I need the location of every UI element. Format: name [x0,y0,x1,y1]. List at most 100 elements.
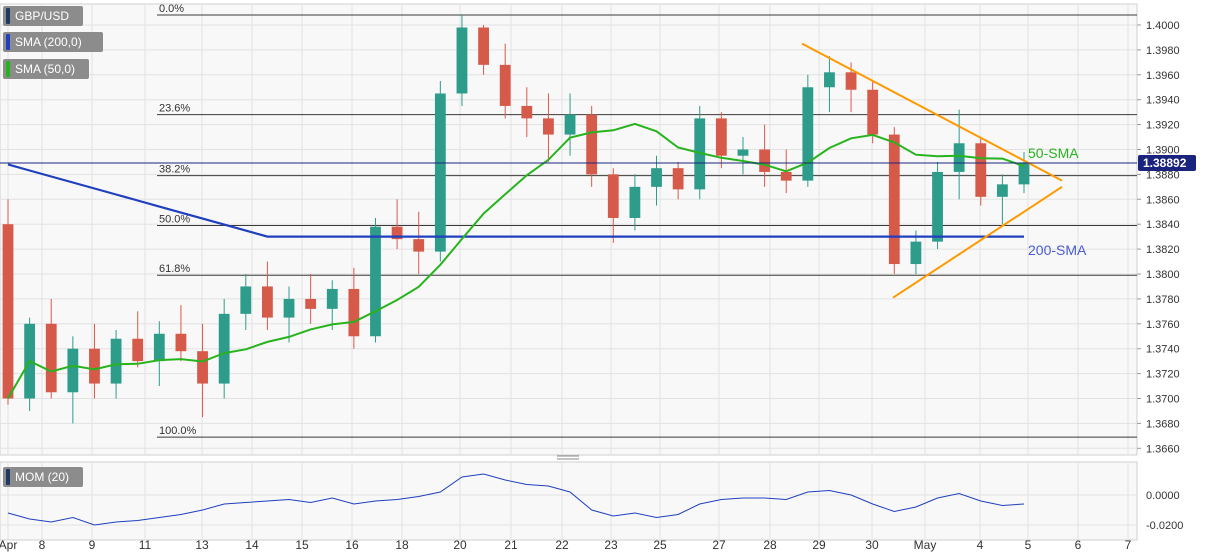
triangle-upper-line [801,42,1063,182]
x-tick-label: 14 [245,538,259,552]
mom-line [7,473,1025,526]
candle-body [348,288,360,337]
x-tick-label: Apr [0,538,17,552]
last-price-label: 1.38892 [1143,156,1187,170]
candle-body [262,286,273,318]
candle-body [67,348,79,393]
candle-body [175,333,187,352]
candle-body [326,288,338,309]
y-tick-label: 1.3940 [1146,95,1180,107]
mom-y-tick-label: 0.0000 [1146,490,1180,502]
x-tick-label: 9 [89,538,96,552]
y-tick-label: 1.3780 [1146,294,1180,306]
x-tick-label: 20 [453,538,467,552]
candle-body [478,27,489,65]
y-tick-label: 1.3660 [1146,443,1180,455]
candle-body [759,149,770,172]
candle-body [521,105,533,119]
candle-body [996,184,1008,197]
sma-50-legend[interactable]: SMA (50,0) [3,59,89,79]
candle-body [629,186,641,218]
fib-level-label: 61.8% [159,263,190,275]
mom-plot-area [0,461,1138,541]
y-tick-label: 1.3900 [1146,145,1180,157]
y-tick-label: 1.3800 [1146,269,1180,281]
mom-y-tick-label: -0.0200 [1146,520,1183,532]
candle-body [197,351,208,384]
candle-body [543,118,554,135]
candle-body [110,338,122,384]
annotation-50-sma: 50-SMA [1028,145,1079,161]
x-tick-label: 8 [39,538,46,552]
fib-level-label: 50.0% [159,213,190,225]
x-tick-label: 6 [1075,538,1082,552]
candle-body [564,114,576,135]
x-tick-label: 22 [555,538,569,552]
triangle-lower-line [892,186,1063,299]
x-tick-label: 30 [865,538,879,552]
x-tick-label: 11 [139,538,152,552]
mom-legend[interactable]: MOM (20) [3,467,83,487]
x-tick-label: May [914,538,937,552]
y-tick-label: 1.3840 [1146,219,1180,231]
candle-body [218,313,230,384]
candle-body [153,333,165,362]
x-tick-label: 5 [1025,538,1032,552]
sma-200-line [7,163,1024,238]
candle-body [456,27,468,94]
candle-body [845,72,857,90]
x-tick-label: 4 [977,538,984,552]
x-tick-label: 21 [504,538,518,552]
candle-body [932,171,943,242]
fib-level-label: 100.0% [159,425,197,437]
fib-level-label: 38.2% [159,164,190,176]
x-tick-label: 27 [712,538,726,552]
annotation-200-sma: 200-SMA [1028,242,1087,258]
candle-body [132,338,144,362]
last-price-badge [1138,154,1196,171]
candle-body [824,72,835,88]
y-tick-label: 1.3760 [1146,319,1180,331]
candle-body [780,171,792,181]
candle-body [910,241,922,265]
x-tick-label: 15 [295,538,309,552]
y-tick-label: 1.3740 [1146,344,1180,356]
candle-body [413,239,425,252]
candle-body [586,114,598,175]
x-tick-label: 28 [763,538,777,552]
fib-level-label: 0.0% [159,3,184,15]
x-tick-label: 16 [345,538,359,552]
candle-body [607,174,619,218]
candle-body [867,89,879,135]
x-tick-label: 13 [195,538,209,552]
candle-body [953,143,965,172]
symbol-legend[interactable]: GBP/USD [3,6,83,26]
candle-body [2,224,14,399]
y-tick-label: 1.3720 [1146,369,1180,381]
main-plot-area [0,3,1138,456]
y-tick-label: 1.3980 [1146,45,1180,57]
y-tick-label: 1.3880 [1146,169,1180,181]
candle-body [975,143,987,197]
y-tick-label: 1.3860 [1146,194,1180,206]
candle-body [45,323,57,393]
y-tick-label: 1.3820 [1146,244,1180,256]
candle-body [737,149,749,156]
candle-body [370,226,381,337]
candle-body [283,298,295,318]
candle-body [651,168,662,187]
candle-body [240,286,252,314]
candle-body [888,134,900,265]
x-tick-label: 25 [653,538,667,552]
x-tick-label: 7 [1125,538,1132,552]
sma-50-line [7,122,1025,400]
y-tick-label: 1.4000 [1146,20,1180,32]
candle-body [499,64,511,106]
x-tick-label: 29 [812,538,826,552]
y-tick-label: 1.3680 [1146,418,1180,430]
candle-body [89,348,100,384]
sma-200-legend[interactable]: SMA (200,0) [3,32,103,52]
candle-body [672,168,684,190]
